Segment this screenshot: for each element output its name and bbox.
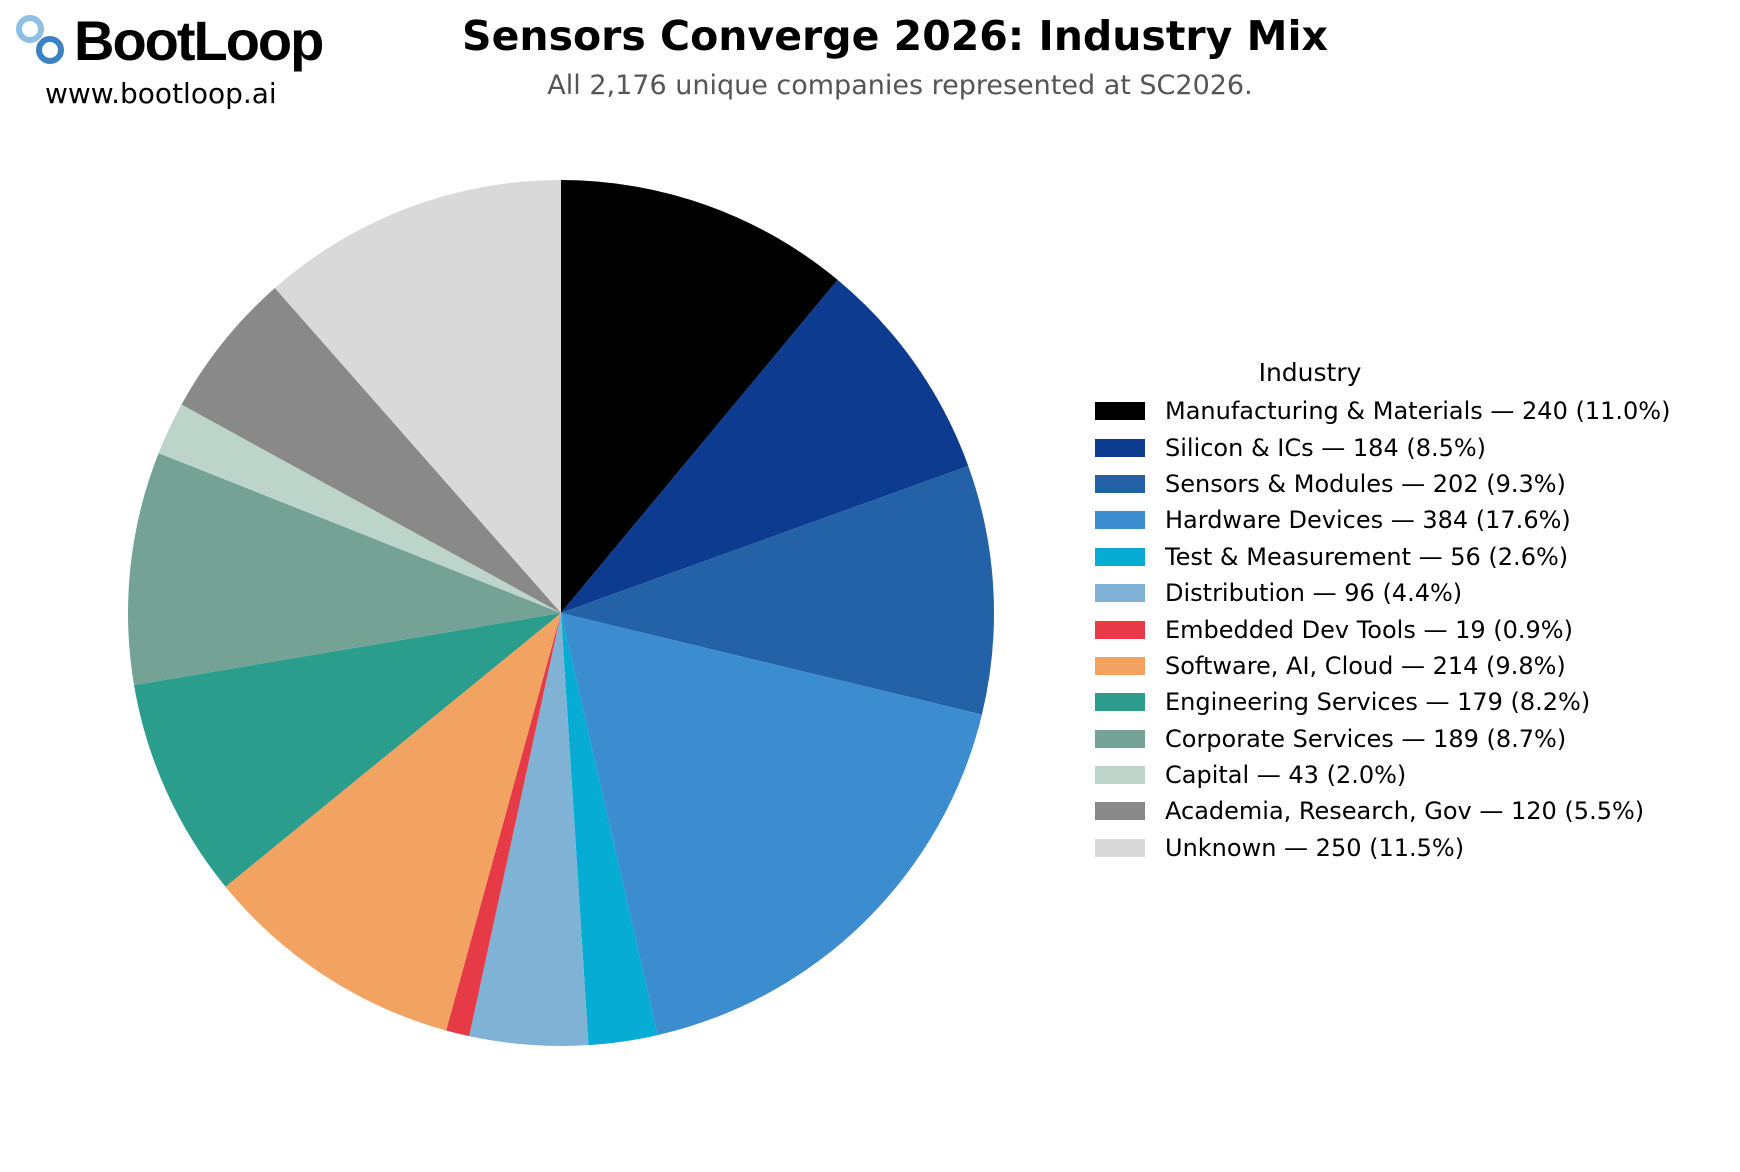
legend-swatch <box>1095 838 1145 857</box>
legend-item: Sensors & Modules — 202 (9.3%) <box>1095 466 1735 502</box>
legend-item: Engineering Services — 179 (8.2%) <box>1095 684 1735 720</box>
pie-slice-8 <box>134 613 561 887</box>
legend-swatch <box>1095 584 1145 603</box>
legend-swatch <box>1095 474 1145 493</box>
legend-label: Distribution — 96 (4.4%) <box>1165 579 1463 608</box>
legend-swatch <box>1095 729 1145 748</box>
legend-item: Software, AI, Cloud — 214 (9.8%) <box>1095 648 1735 684</box>
legend-label: Silicon & ICs — 184 (8.5%) <box>1165 433 1487 462</box>
legend-swatch <box>1095 438 1145 457</box>
pie-slice-9 <box>127 453 561 686</box>
chart-legend: Industry Manufacturing & Materials — 240… <box>1095 358 1735 866</box>
pie-slice-2 <box>561 465 995 715</box>
legend-title: Industry <box>1258 358 1362 387</box>
brand-name: BootLoop <box>74 9 324 72</box>
legend-swatch <box>1095 511 1145 530</box>
legend-label: Corporate Services — 189 (8.7%) <box>1165 724 1567 753</box>
bootloop-logo-icon <box>16 15 64 64</box>
pie-slice-3 <box>561 613 982 1036</box>
legend-label: Sensors & Modules — 202 (9.3%) <box>1165 469 1566 498</box>
pie-slice-5 <box>469 613 589 1046</box>
brand-logo: BootLoop <box>14 9 324 72</box>
legend-label: Engineering Services — 179 (8.2%) <box>1165 688 1591 717</box>
legend-item: Hardware Devices — 384 (17.6%) <box>1095 502 1735 538</box>
pie-slice-10 <box>158 404 561 613</box>
pie-slice-1 <box>561 279 969 613</box>
legend-swatch <box>1095 656 1145 675</box>
legend-item: Corporate Services — 189 (8.7%) <box>1095 721 1735 757</box>
chart-subtitle: All 2,176 unique companies represented a… <box>547 70 1253 101</box>
legend-item: Embedded Dev Tools — 19 (0.9%) <box>1095 611 1735 647</box>
legend-label: Embedded Dev Tools — 19 (0.9%) <box>1165 615 1573 644</box>
legend-item: Distribution — 96 (4.4%) <box>1095 575 1735 611</box>
legend-item: Test & Measurement — 56 (2.6%) <box>1095 539 1735 575</box>
legend-label: Hardware Devices — 384 (17.6%) <box>1165 506 1571 535</box>
pie-chart <box>127 180 995 1046</box>
legend-item: Academia, Research, Gov — 120 (5.5%) <box>1095 793 1735 829</box>
legend-label: Software, AI, Cloud — 214 (9.8%) <box>1165 651 1566 680</box>
pie-slice-12 <box>274 180 561 613</box>
pie-slice-7 <box>225 613 562 1031</box>
legend-label: Manufacturing & Materials — 240 (11.0%) <box>1165 397 1671 426</box>
pie-slice-6 <box>446 613 561 1037</box>
legend-swatch <box>1095 547 1145 566</box>
legend-swatch <box>1095 802 1145 821</box>
pie-slice-4 <box>561 613 658 1046</box>
legend-item: Silicon & ICs — 184 (8.5%) <box>1095 429 1735 465</box>
legend-swatch <box>1095 766 1145 785</box>
legend-item: Manufacturing & Materials — 240 (11.0%) <box>1095 393 1735 429</box>
pie-slice-0 <box>561 180 838 613</box>
chart-title: Sensors Converge 2026: Industry Mix <box>462 12 1328 60</box>
legend-item: Unknown — 250 (11.5%) <box>1095 830 1735 866</box>
legend-swatch <box>1095 620 1145 639</box>
brand-url: www.bootloop.ai <box>45 77 277 110</box>
legend-swatch <box>1095 402 1145 421</box>
legend-label: Unknown — 250 (11.5%) <box>1165 833 1465 862</box>
legend-swatch <box>1095 693 1145 712</box>
legend-label: Capital — 43 (2.0%) <box>1165 761 1407 790</box>
legend-label: Test & Measurement — 56 (2.6%) <box>1165 542 1569 571</box>
legend-items: Manufacturing & Materials — 240 (11.0%) S… <box>1095 393 1735 866</box>
legend-item: Capital — 43 (2.0%) <box>1095 757 1735 793</box>
pie-slice-11 <box>181 288 561 613</box>
legend-label: Academia, Research, Gov — 120 (5.5%) <box>1165 797 1645 826</box>
